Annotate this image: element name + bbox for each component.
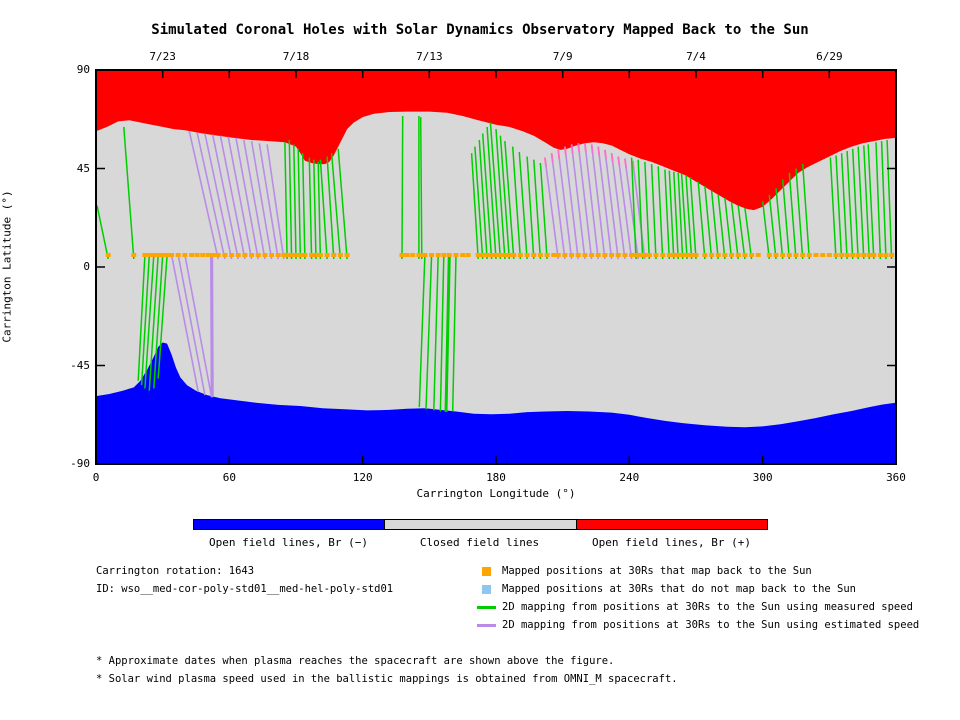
x-tick-label: 120 bbox=[352, 471, 373, 484]
open-field-br-plus-region bbox=[96, 70, 896, 211]
x-axis-title: Carrington Longitude (°) bbox=[416, 487, 576, 500]
y-tick-label: -45 bbox=[70, 358, 90, 372]
x-tick-label: 180 bbox=[486, 471, 506, 484]
axis-ticks bbox=[97, 71, 895, 463]
legend-bar-segment-br-minus bbox=[194, 520, 386, 529]
field-line-legend-bar bbox=[193, 519, 768, 530]
x-tick-label: 240 bbox=[619, 471, 640, 484]
top-date-axis: 7/23 7/18 7/13 7/9 7/4 6/29 bbox=[0, 50, 960, 64]
y-axis-title: Carrington Latitude (°) bbox=[0, 190, 14, 343]
x-axis-tick-labels: 0 60 120 180 240 300 360 bbox=[0, 471, 960, 485]
y-tick-label: 90 bbox=[76, 63, 90, 76]
estimated-speed-mapping-lines bbox=[170, 131, 646, 398]
y-tick-label: -90 bbox=[70, 457, 90, 470]
orange-square-swatch bbox=[482, 567, 491, 576]
plot-frame bbox=[95, 69, 897, 465]
top-date-label: 7/9 bbox=[552, 50, 573, 63]
legend-item-label: 2D mapping from positions at 30Rs to the… bbox=[502, 601, 913, 613]
legend-bar-label-br-minus: Open field lines, Br (−) bbox=[209, 536, 368, 549]
measured-speed-mapping-lines bbox=[96, 115, 893, 412]
carrington-rotation-text: Carrington rotation: 1643 bbox=[96, 565, 255, 577]
top-date-label: 7/18 bbox=[282, 50, 310, 63]
legend-bar-segment-closed bbox=[385, 520, 577, 529]
x-tick-label: 0 bbox=[92, 471, 100, 484]
top-date-label: 7/4 bbox=[686, 50, 706, 63]
x-tick-label: 360 bbox=[886, 471, 906, 484]
legend-bar-label-closed: Closed field lines bbox=[419, 536, 540, 549]
footnote-dates: * Approximate dates when plasma reaches … bbox=[96, 655, 615, 667]
y-axis-tick-labels: 90 45 0 -45 -90 bbox=[44, 0, 90, 500]
legend-bar-label-br-plus: Open field lines, Br (+) bbox=[592, 536, 751, 549]
y-tick-label: 45 bbox=[76, 161, 90, 175]
chart-title: Simulated Coronal Holes with Solar Dynam… bbox=[151, 22, 809, 38]
x-tick-label: 300 bbox=[752, 471, 773, 484]
y-tick-label: 0 bbox=[83, 260, 90, 273]
purple-line-swatch bbox=[477, 624, 496, 627]
open-field-br-minus-region bbox=[96, 342, 896, 464]
legend-item-label: Mapped positions at 30Rs that map back t… bbox=[502, 565, 812, 577]
x-tick-label: 60 bbox=[222, 471, 236, 484]
mapped-position-dots bbox=[105, 253, 895, 257]
top-date-label: 7/23 bbox=[149, 50, 176, 63]
legend-bar-segment-br-plus bbox=[576, 520, 767, 529]
footnote-omni: * Solar wind plasma speed used in the ba… bbox=[96, 673, 678, 685]
legend-item-label: 2D mapping from positions at 30Rs to the… bbox=[502, 619, 920, 631]
legend-item-label: Mapped positions at 30Rs that do not map… bbox=[502, 583, 857, 595]
green-line-swatch bbox=[477, 606, 496, 609]
top-date-label: 6/29 bbox=[816, 50, 843, 63]
top-date-label: 7/13 bbox=[416, 50, 443, 63]
blue-square-swatch bbox=[482, 585, 491, 594]
model-id-text: ID: wso__med-cor-poly-std01__med-hel-pol… bbox=[96, 583, 394, 595]
